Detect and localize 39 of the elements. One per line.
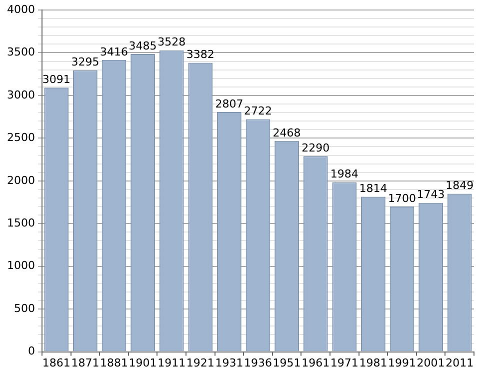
data-label: 2722 bbox=[244, 104, 272, 118]
x-tick-label: 2011 bbox=[446, 356, 474, 370]
x-tick-label: 1971 bbox=[330, 356, 358, 370]
x-tick-label: 1861 bbox=[42, 356, 70, 370]
x-tick-label: 1901 bbox=[128, 356, 157, 370]
y-tick-label: 1000 bbox=[6, 259, 35, 272]
data-label: 3528 bbox=[158, 36, 186, 49]
data-label: 3382 bbox=[186, 48, 214, 62]
y-tick-label: 3500 bbox=[6, 46, 35, 59]
y-tick-label: 3000 bbox=[6, 88, 35, 102]
data-label: 1814 bbox=[359, 182, 388, 196]
y-tick-label: 2500 bbox=[6, 131, 35, 144]
x-tick-label: 1951 bbox=[272, 356, 301, 370]
data-label: 3416 bbox=[100, 45, 128, 58]
data-label: 2290 bbox=[302, 141, 330, 154]
x-tick-label: 1911 bbox=[158, 356, 186, 370]
x-tick-label: 1921 bbox=[186, 356, 214, 370]
x-tick-label: 1961 bbox=[302, 356, 330, 370]
x-tick-label: 1931 bbox=[215, 356, 244, 370]
x-tick-label: 1936 bbox=[244, 356, 272, 370]
data-label: 1984 bbox=[330, 168, 358, 181]
y-tick-label: 500 bbox=[14, 302, 35, 315]
data-label: 3091 bbox=[42, 73, 70, 86]
data-label: 3485 bbox=[128, 39, 157, 52]
data-label: 3295 bbox=[71, 56, 100, 69]
y-tick-label: 2000 bbox=[6, 174, 35, 187]
data-label: 1743 bbox=[416, 188, 445, 202]
y-tick-label: 1500 bbox=[6, 216, 35, 230]
data-label: 2807 bbox=[215, 97, 244, 110]
x-tick-label: 1991 bbox=[388, 356, 416, 370]
data-label: 1849 bbox=[446, 179, 474, 192]
data-label: 2468 bbox=[272, 126, 301, 140]
data-label: 1700 bbox=[388, 192, 416, 205]
y-tick-label: 0 bbox=[28, 344, 35, 358]
y-tick-label: 4000 bbox=[6, 2, 35, 16]
x-tick-label: 1871 bbox=[71, 356, 100, 370]
x-tick-label: 1881 bbox=[100, 356, 128, 370]
x-tick-label: 2001 bbox=[416, 356, 445, 370]
x-tick-label: 1981 bbox=[359, 356, 388, 370]
